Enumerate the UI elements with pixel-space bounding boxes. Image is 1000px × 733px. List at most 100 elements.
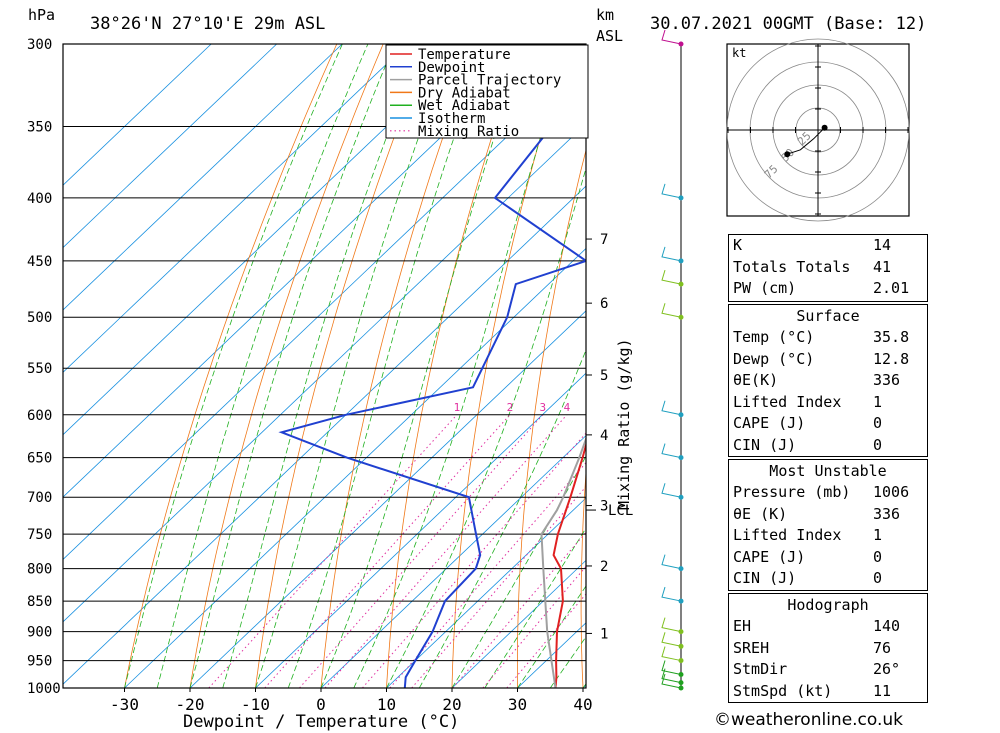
km-tick-label: 4 bbox=[600, 428, 608, 444]
hodograph-value: 11 bbox=[873, 681, 892, 700]
dry-adiabat-line bbox=[925, 44, 976, 688]
mixing-ratio-value-label: 4 bbox=[564, 401, 571, 414]
hodograph-label: StmSpd (kt) bbox=[733, 681, 833, 700]
indices-value: 2.01 bbox=[873, 279, 910, 297]
legend-entry: Wet Adiabat bbox=[418, 98, 511, 114]
km-unit-label: km bbox=[596, 6, 614, 24]
x-tick-label: 10 bbox=[377, 695, 396, 714]
mixing-ratio-value-label: 3 bbox=[539, 401, 546, 414]
surface-row: θE(K) 336 bbox=[729, 370, 927, 392]
most-unstable-label: CIN (J) bbox=[733, 569, 797, 587]
wind-barb bbox=[661, 483, 682, 498]
km-tick-label: 2 bbox=[600, 559, 608, 575]
hodograph-label: EH bbox=[733, 617, 752, 635]
x-tick-label: -20 bbox=[176, 695, 205, 714]
most-unstable-label: θE (K) bbox=[733, 504, 788, 523]
isotherm-line bbox=[63, 44, 343, 311]
surface-label: CIN (J) bbox=[733, 435, 797, 454]
mixing-ratio-value-label: 2 bbox=[507, 401, 514, 414]
most-unstable-label: Pressure (mb) bbox=[733, 483, 851, 501]
indices-label: Totals Totals bbox=[733, 257, 851, 276]
mixing-ratio-line bbox=[411, 485, 586, 688]
wind-barb bbox=[661, 400, 682, 416]
wet-adiabat-line bbox=[287, 44, 488, 688]
surface-value: 12.8 bbox=[873, 349, 910, 368]
most-unstable-row: CAPE (J) 0 bbox=[729, 547, 927, 569]
pressure-tick-label: 500 bbox=[27, 310, 52, 326]
pressure-tick-label: 800 bbox=[27, 562, 52, 578]
legend-entry: Dewpoint bbox=[418, 60, 485, 76]
wind-barb bbox=[661, 443, 682, 459]
wind-barb bbox=[661, 269, 682, 285]
x-tick-label: 0 bbox=[316, 695, 326, 714]
most-unstable-row: Lifted Index 1 bbox=[729, 525, 927, 547]
isotherm-line bbox=[63, 44, 408, 373]
surface-value: 336 bbox=[873, 371, 901, 389]
pressure-tick-label: 850 bbox=[27, 594, 52, 610]
isotherm-line bbox=[320, 435, 586, 688]
x-tick-label: 40 bbox=[573, 695, 592, 714]
surface-value: 0 bbox=[873, 414, 883, 432]
series-line-parcel-trajectory bbox=[540, 436, 586, 688]
wet-adiabat-line bbox=[124, 44, 343, 688]
datetime-title: 30.07.2021 00GMT (Base: 12) bbox=[650, 14, 926, 34]
isotherm-line bbox=[189, 310, 586, 688]
surface-row: Lifted Index 1 bbox=[729, 392, 927, 414]
surface-label: θE(K) bbox=[733, 371, 779, 389]
pressure-tick-label: 550 bbox=[27, 361, 52, 377]
hodograph-point bbox=[784, 151, 791, 158]
indices-value: 14 bbox=[873, 236, 892, 254]
wet-adiabat-line bbox=[255, 44, 454, 688]
dry-adiabat-line bbox=[517, 148, 586, 688]
wind-barb bbox=[661, 303, 682, 318]
legend-entry: Mixing Ratio bbox=[418, 124, 519, 140]
legend-box bbox=[385, 44, 589, 139]
location-title: 38°26'N 27°10'E 29m ASL bbox=[90, 14, 325, 34]
wind-barb bbox=[661, 586, 682, 602]
most-unstable-label: Lifted Index bbox=[733, 526, 842, 544]
hodograph-row: EH 140 bbox=[729, 616, 927, 638]
surface-label: Dewp (°C) bbox=[733, 349, 815, 368]
x-tick-label: -30 bbox=[110, 695, 139, 714]
isobars bbox=[63, 43, 586, 689]
hodograph-row: SREH 76 bbox=[729, 638, 927, 660]
most-unstable-value: 0 bbox=[873, 547, 883, 566]
plot-frame bbox=[62, 43, 587, 689]
wind-barb bbox=[661, 668, 682, 684]
dry-adiabat-line bbox=[451, 44, 570, 688]
mixing-ratio-line bbox=[452, 531, 586, 688]
wet-adiabat-line bbox=[189, 44, 395, 688]
pressure-tick-label: 450 bbox=[27, 254, 52, 270]
wind-barbs bbox=[661, 29, 684, 691]
axis-labels: 3003504004505005506006507007508008509009… bbox=[27, 37, 633, 714]
most-unstable-row: CIN (J) 0 bbox=[729, 568, 927, 590]
wet-adiabat-line bbox=[418, 349, 586, 688]
pressure-tick-label: 350 bbox=[27, 119, 52, 135]
most-unstable-label: CAPE (J) bbox=[733, 547, 806, 566]
legend-entry: Isotherm bbox=[418, 111, 485, 127]
mixing-ratio-line bbox=[324, 414, 568, 688]
hodograph-point bbox=[821, 124, 828, 131]
km-tick-label: 7 bbox=[600, 232, 608, 248]
pressure-tick-label: 300 bbox=[27, 37, 52, 53]
km-tick-label: 6 bbox=[600, 296, 608, 312]
hodograph-label: StmDir bbox=[733, 660, 788, 678]
pressure-tick-label: 900 bbox=[27, 625, 52, 641]
asl-unit-label: ASL bbox=[596, 27, 623, 45]
dry-adiabat-line bbox=[580, 467, 586, 688]
wind-barb bbox=[661, 632, 682, 647]
surface-label: Lifted Index bbox=[733, 392, 842, 411]
pressure-tick-label: 1000 bbox=[27, 681, 61, 697]
surface-title: Surface bbox=[796, 307, 860, 325]
hodograph-value: 140 bbox=[873, 617, 901, 635]
surface-row: CIN (J) 0 bbox=[729, 435, 927, 457]
wind-barb bbox=[661, 646, 682, 662]
hodograph-table-panel: Hodograph EH 140 SREH 76 StmDir 26° StmSpd (kt… bbox=[728, 593, 928, 703]
hodograph-value: 76 bbox=[873, 638, 892, 657]
series-line-dewpoint bbox=[278, 81, 586, 688]
dry-adiabat-line bbox=[643, 44, 708, 688]
hodograph-unit: kt bbox=[732, 46, 746, 60]
indices-value: 41 bbox=[873, 257, 892, 276]
most-unstable-value: 0 bbox=[873, 569, 883, 587]
